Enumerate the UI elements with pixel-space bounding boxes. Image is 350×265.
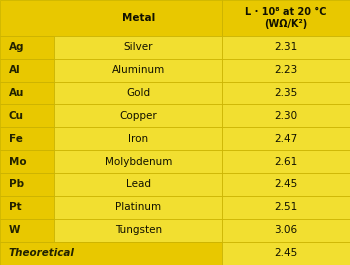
Bar (222, 242, 350, 265)
Bar (0, 0, 222, 36)
Bar (54, 36, 222, 59)
Text: 2.51: 2.51 (274, 202, 298, 212)
Text: Lead: Lead (126, 179, 151, 189)
Bar (54, 173, 222, 196)
Bar (0, 36, 54, 59)
Bar (222, 150, 350, 173)
Text: 3.06: 3.06 (274, 225, 298, 235)
Bar (54, 59, 222, 82)
Text: 2.45: 2.45 (274, 248, 298, 258)
Text: 2.35: 2.35 (274, 88, 298, 98)
Text: Gold: Gold (126, 88, 150, 98)
Bar (54, 104, 222, 127)
Bar (222, 196, 350, 219)
Bar (0, 242, 222, 265)
Bar (222, 173, 350, 196)
Text: Tungsten: Tungsten (115, 225, 162, 235)
Text: 2.47: 2.47 (274, 134, 298, 144)
Text: Platinum: Platinum (115, 202, 161, 212)
Bar (222, 82, 350, 104)
Bar (222, 104, 350, 127)
Bar (54, 150, 222, 173)
Bar (222, 127, 350, 150)
Bar (222, 219, 350, 242)
Bar (0, 127, 54, 150)
Bar (54, 127, 222, 150)
Bar (0, 150, 54, 173)
Text: Iron: Iron (128, 134, 148, 144)
Text: Cu: Cu (9, 111, 24, 121)
Text: 2.23: 2.23 (274, 65, 298, 75)
Text: Copper: Copper (119, 111, 157, 121)
Text: Fe: Fe (9, 134, 23, 144)
Text: 2.31: 2.31 (274, 42, 298, 52)
Text: Metal: Metal (122, 13, 155, 23)
Text: Silver: Silver (124, 42, 153, 52)
Text: Aluminum: Aluminum (112, 65, 165, 75)
Text: 2.45: 2.45 (274, 179, 298, 189)
Text: Al: Al (9, 65, 20, 75)
Text: Au: Au (9, 88, 24, 98)
Text: Molybdenum: Molybdenum (105, 157, 172, 167)
Text: Theoretical: Theoretical (9, 248, 75, 258)
Text: 2.30: 2.30 (274, 111, 298, 121)
Bar (0, 219, 54, 242)
Text: Pb: Pb (9, 179, 24, 189)
Bar (222, 59, 350, 82)
Bar (54, 219, 222, 242)
Text: W: W (9, 225, 20, 235)
Bar (222, 0, 350, 36)
Bar (54, 82, 222, 104)
Bar (0, 59, 54, 82)
Text: L · 10⁸ at 20 °C
(WΩ/K²): L · 10⁸ at 20 °C (WΩ/K²) (245, 7, 327, 29)
Bar (0, 196, 54, 219)
Bar (54, 196, 222, 219)
Text: Ag: Ag (9, 42, 24, 52)
Bar (0, 173, 54, 196)
Text: 2.61: 2.61 (274, 157, 298, 167)
Text: Mo: Mo (9, 157, 26, 167)
Bar (0, 104, 54, 127)
Text: Pt: Pt (9, 202, 21, 212)
Bar (0, 82, 54, 104)
Bar (222, 36, 350, 59)
